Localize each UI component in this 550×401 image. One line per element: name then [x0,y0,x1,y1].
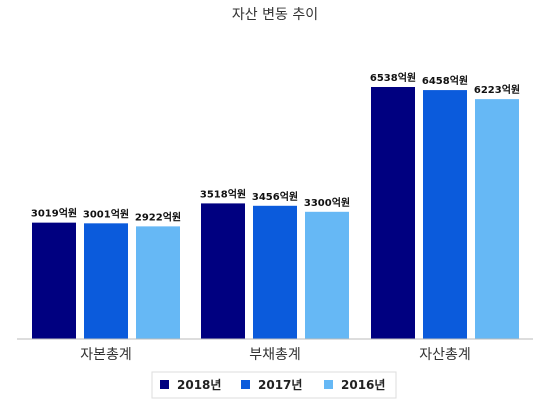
legend-swatch-1 [241,380,250,389]
category-label-2: 자산총계 [419,347,471,363]
category-label-1: 부채총계 [249,347,301,363]
value-label-1-2: 3300억원 [304,196,350,209]
legend-label-1: 2017년 [258,378,302,392]
legend-swatch-0 [160,380,169,389]
bar-1-0 [201,203,245,339]
value-label-1-1: 3456억원 [252,190,298,203]
legend-label-2: 2016년 [341,378,385,392]
value-label-2-2: 6223억원 [474,83,520,96]
bars-group [32,87,519,339]
chart-title: 자산 변동 추이 [232,7,318,23]
bar-0-0 [32,222,76,339]
value-label-0-0: 3019억원 [31,207,77,220]
legend-box [151,371,397,399]
category-labels-group: 자본총계 부채총계 자산총계 [80,347,471,363]
bar-2-2 [475,99,519,339]
bar-2-1 [423,90,467,339]
value-label-0-1: 3001억원 [83,207,129,220]
legend-swatch-2 [324,380,333,389]
value-label-0-2: 2922억원 [135,210,181,223]
value-labels-group: 3019억원 3001억원 2922억원 3518억원 3456억원 3300억원 6538… [31,71,520,223]
category-label-0: 자본총계 [80,347,132,363]
bar-0-2 [136,226,180,339]
bar-1-1 [253,205,297,339]
bar-0-1 [84,223,128,339]
legend-label-0: 2018년 [177,378,221,392]
value-label-1-0: 3518억원 [200,187,246,200]
value-label-2-0: 6538억원 [370,71,416,84]
bar-2-0 [371,87,415,339]
value-label-2-1: 6458억원 [422,74,468,87]
legend: 2018년 2017년 2016년 [151,371,397,399]
bar-1-2 [305,211,349,339]
